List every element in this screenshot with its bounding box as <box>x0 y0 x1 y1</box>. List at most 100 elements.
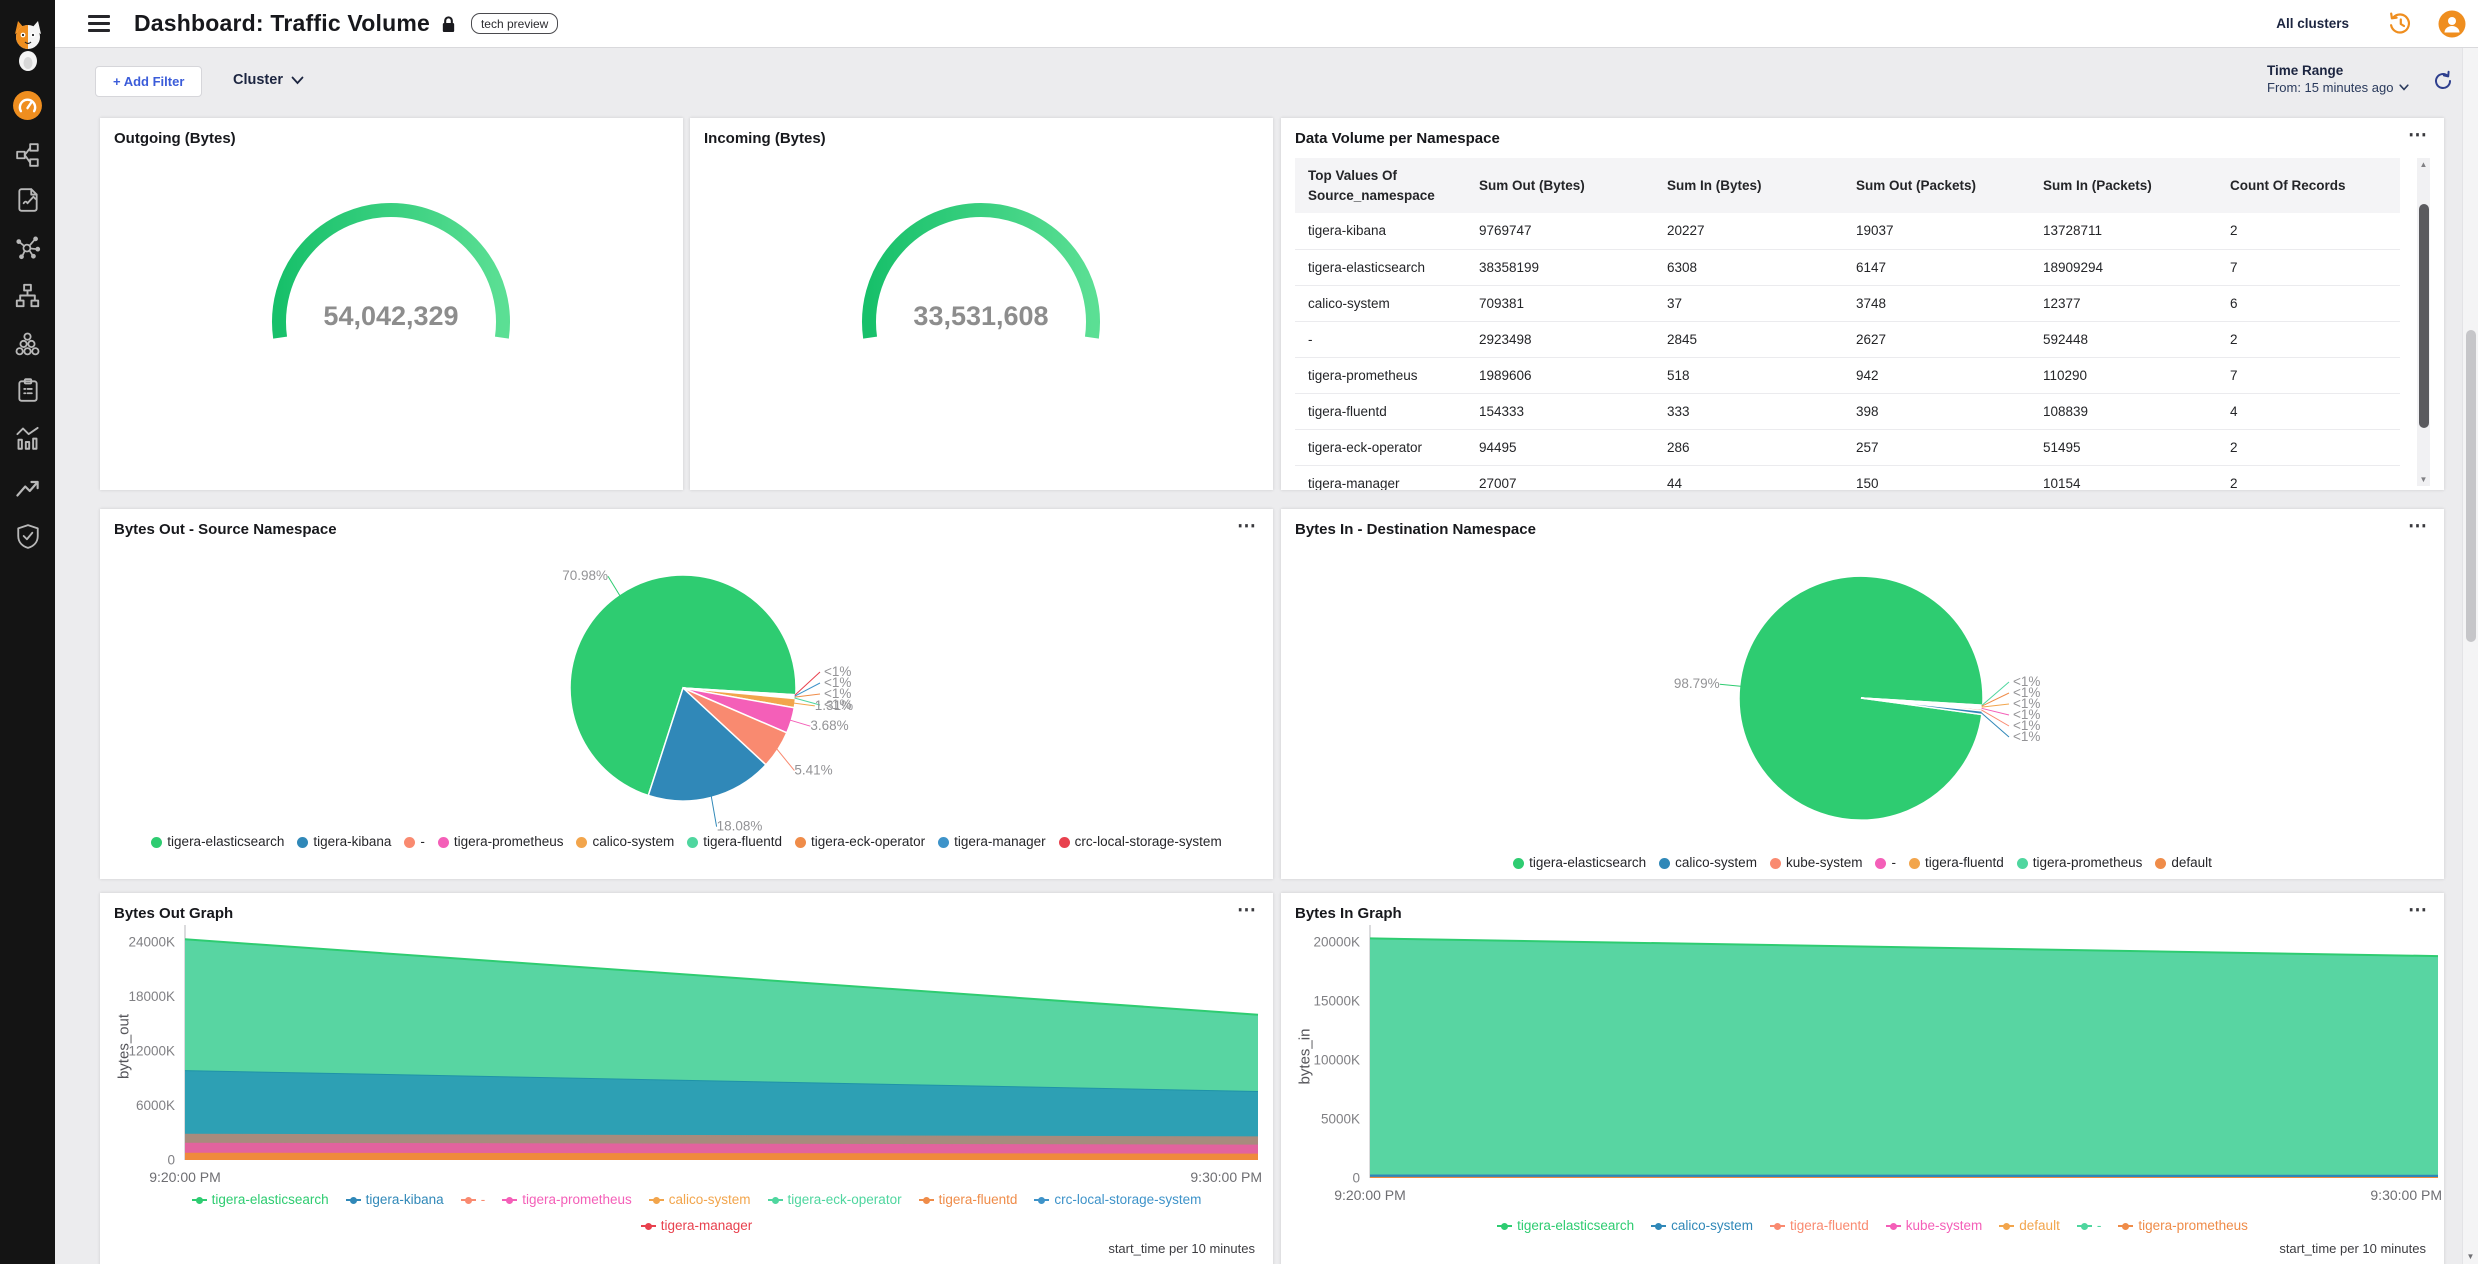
panel-menu-icon[interactable]: ⋯ <box>2408 900 2428 921</box>
legend-item--[interactable]: - <box>2076 1215 2101 1237</box>
legend-item-tigera-elasticsearch[interactable]: tigera-elasticsearch <box>151 831 284 853</box>
legend-item--[interactable]: - <box>460 1189 485 1211</box>
add-filter-button[interactable]: + Add Filter <box>95 66 203 97</box>
table-cell: 44 <box>1654 465 1843 490</box>
table-cell: 398 <box>1843 393 2030 430</box>
sidebar-item-policies[interactable] <box>0 185 55 215</box>
legend-label: crc-local-storage-system <box>1054 1192 1202 1207</box>
table-column-header: Sum Out (Bytes) <box>1466 158 1654 214</box>
legend-item-tigera-fluentd[interactable]: tigera-fluentd <box>1908 852 2004 874</box>
refresh-icon[interactable] <box>2431 69 2455 93</box>
table-scrollbar-thumb[interactable] <box>2418 204 2429 428</box>
legend-item-tigera-kibana[interactable]: tigera-kibana <box>345 1189 444 1211</box>
panel-title: Data Volume per Namespace <box>1295 130 1500 147</box>
y-tick-label: 10000K <box>1313 1053 1360 1068</box>
page-scrollbar-thumb[interactable] <box>2465 330 2476 642</box>
user-avatar-icon[interactable] <box>2438 10 2466 38</box>
legend-item--[interactable]: - <box>1875 852 1896 874</box>
legend-item-tigera-eck-operator[interactable]: tigera-eck-operator <box>795 831 925 853</box>
pie-out-legend: tigera-elasticsearch tigera-kibana - tigera… <box>120 831 1253 853</box>
sidebar-item-reports[interactable] <box>0 421 55 453</box>
legend-label: tigera-fluentd <box>1924 855 2004 870</box>
panel-title: Bytes Out Graph <box>114 905 234 922</box>
legend-item-calico-system[interactable]: calico-system <box>648 1189 751 1211</box>
legend-item-default[interactable]: default <box>1999 1215 2060 1237</box>
sidebar-item-endpoints[interactable] <box>0 280 55 310</box>
legend-series-marker-icon <box>648 1196 664 1204</box>
sidebar-item-clusters[interactable] <box>0 328 55 360</box>
area-series-edge <box>1369 937 2439 958</box>
topbar: Dashboard: Traffic Volume tech preview A… <box>55 0 2478 48</box>
sidebar-item-dashboards[interactable] <box>0 88 55 122</box>
panel-title: Outgoing (Bytes) <box>114 130 236 147</box>
cluster-group-dropdown[interactable]: Cluster <box>233 72 304 88</box>
legend-series-marker-icon <box>1999 1222 2015 1230</box>
legend-item-tigera-elasticsearch[interactable]: tigera-elasticsearch <box>191 1189 329 1211</box>
legend-item-tigera-elasticsearch[interactable]: tigera-elasticsearch <box>1513 852 1646 874</box>
legend-item-tigera-fluentd[interactable]: tigera-fluentd <box>687 831 782 853</box>
table-cell: 20227 <box>1654 213 1843 250</box>
pie-percentage-label: <1% <box>2013 696 2040 711</box>
legend-item-crc-local-storage-system[interactable]: crc-local-storage-system <box>1034 1189 1201 1211</box>
legend-item-calico-system[interactable]: calico-system <box>1651 1215 1753 1237</box>
table-cell: calico-system <box>1295 285 1466 322</box>
legend-item-tigera-kibana[interactable]: tigera-kibana <box>297 831 391 853</box>
legend-item-kube-system[interactable]: kube-system <box>1769 852 1862 874</box>
panel-bytes-in-graph: Bytes In Graph ⋯ bytes_in 0 5000K 10000K 15… <box>1281 893 2444 1264</box>
legend-item-tigera-prometheus[interactable]: tigera-prometheus <box>502 1189 632 1211</box>
panel-menu-icon[interactable]: ⋯ <box>2408 516 2428 537</box>
calico-logo[interactable] <box>0 16 55 74</box>
table-cell: - <box>1295 321 1466 358</box>
sidebar-item-nodes[interactable] <box>0 233 55 261</box>
legend-label: tigera-elasticsearch <box>167 834 285 849</box>
legend-item-tigera-elasticsearch[interactable]: tigera-elasticsearch <box>1497 1215 1634 1237</box>
time-range-value[interactable]: From: 15 minutes ago <box>2267 80 2410 95</box>
namespace-table: Top Values Of Source_namespace Sum Out (B… <box>1295 158 2400 490</box>
table-cell: 592448 <box>2030 321 2217 358</box>
legend-item-tigera-eck-operator[interactable]: tigera-eck-operator <box>767 1189 902 1211</box>
table-cell: 6147 <box>1843 249 2030 286</box>
table-column-header: Sum In (Packets) <box>2030 158 2217 214</box>
legend-item-tigera-fluentd[interactable]: tigera-fluentd <box>1769 1215 1869 1237</box>
legend-item-tigera-prometheus[interactable]: tigera-prometheus <box>2016 852 2142 874</box>
table-cell: tigera-prometheus <box>1295 357 1466 394</box>
table-scrollbar[interactable]: ▲ ▼ <box>2417 158 2430 486</box>
scroll-down-icon[interactable]: ▼ <box>2419 475 2428 484</box>
cluster-selector[interactable]: All clusters <box>2276 16 2349 31</box>
legend-item-calico-system[interactable]: calico-system <box>576 831 674 853</box>
table-row: tigera-manager 27007 44 150 10154 2 <box>1295 465 2400 490</box>
sidebar-item-compliance[interactable] <box>0 375 55 405</box>
legend-series-marker-icon <box>191 1196 207 1204</box>
page-scrollbar[interactable]: ▼ <box>2462 48 2478 1264</box>
legend-item--[interactable]: - <box>404 831 425 853</box>
legend-item-tigera-prometheus[interactable]: tigera-prometheus <box>437 831 563 853</box>
sidebar-item-trends[interactable] <box>0 471 55 501</box>
legend-item-kube-system[interactable]: kube-system <box>1885 1215 1982 1237</box>
legend-item-default[interactable]: default <box>2155 852 2212 874</box>
legend-item-calico-system[interactable]: calico-system <box>1659 852 1757 874</box>
sidebar-item-service-graph[interactable] <box>0 141 55 169</box>
pie-label-leader <box>793 702 815 707</box>
table-cell: 2845 <box>1654 321 1843 358</box>
panel-menu-icon[interactable]: ⋯ <box>1237 516 1257 537</box>
panel-menu-icon[interactable]: ⋯ <box>1237 900 1257 921</box>
legend-label: tigera-fluentd <box>703 834 783 849</box>
legend-item-tigera-fluentd[interactable]: tigera-fluentd <box>918 1189 1017 1211</box>
panel-menu-icon[interactable]: ⋯ <box>2408 125 2428 146</box>
history-icon[interactable] <box>2387 10 2414 37</box>
legend-item-tigera-prometheus[interactable]: tigera-prometheus <box>2118 1215 2248 1237</box>
sidebar-item-threat-defense[interactable] <box>0 521 55 551</box>
table-cell: 37 <box>1654 285 1843 322</box>
table-row: tigera-kibana 9769747 20227 19037 13728711 2 <box>1295 213 2400 250</box>
hamburger-menu-icon[interactable] <box>88 11 110 36</box>
legend-item-tigera-manager[interactable]: tigera-manager <box>938 831 1046 853</box>
scroll-up-icon[interactable]: ▲ <box>2419 160 2428 169</box>
table-cell: 518 <box>1654 357 1843 394</box>
area-series-edge <box>184 938 1259 1016</box>
legend-series-marker-icon <box>640 1222 656 1230</box>
legend-item-tigera-manager[interactable]: tigera-manager <box>640 1215 752 1237</box>
scroll-down-icon[interactable]: ▼ <box>2466 1252 2475 1261</box>
clipboard-icon <box>17 378 38 402</box>
legend-item-crc-local-storage-system[interactable]: crc-local-storage-system <box>1058 831 1222 853</box>
